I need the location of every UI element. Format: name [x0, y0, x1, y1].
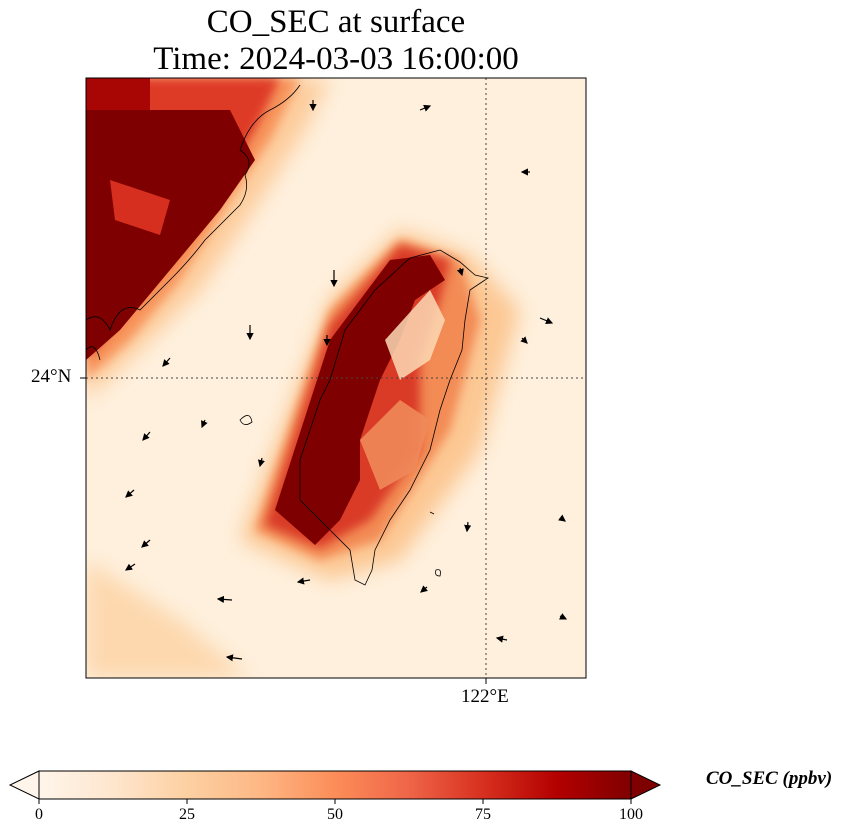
colorbar-min-extend	[8, 770, 40, 800]
concentration-field	[86, 78, 586, 678]
wind-arrow	[420, 585, 428, 593]
wind-arrow	[125, 489, 135, 498]
wind-arrow	[495, 635, 508, 643]
colorbar-gradient	[39, 771, 631, 799]
wind-arrow	[225, 654, 243, 662]
wind-arrow	[558, 514, 566, 522]
wind-arrow	[141, 539, 151, 548]
wind-arrow	[456, 267, 464, 277]
colorbar-max-extend	[630, 770, 662, 800]
colorbar-ticks	[38, 799, 632, 804]
wind-arrow	[419, 104, 432, 112]
wind-vectors	[125, 100, 568, 662]
wind-arrow	[539, 317, 554, 325]
colorbar-tick-label: 25	[179, 806, 195, 823]
graticule	[86, 78, 586, 678]
colorbar-tick-label: 0	[35, 806, 43, 823]
wind-arrow	[464, 521, 472, 533]
wind-arrow	[142, 431, 151, 441]
wind-arrow	[559, 613, 568, 620]
wind-arrow	[125, 563, 136, 571]
wind-arrow	[201, 419, 208, 429]
lat-tick-label: 24°N	[31, 366, 72, 387]
colorbar-label: CO_SEC (ppbv)	[706, 768, 833, 789]
wind-arrow	[296, 577, 311, 585]
colorbar-tick-label: 100	[619, 806, 643, 823]
wind-arrow	[257, 457, 265, 468]
wind-arrow	[162, 357, 171, 367]
colorbar-tick-label: 50	[327, 806, 343, 823]
concentration-map	[80, 77, 587, 684]
map-time: Time: 2024-03-03 16:00:00	[153, 41, 519, 77]
lon-tick-label: 122°E	[461, 686, 509, 707]
colorbar-tick-label: 75	[475, 806, 491, 823]
wind-arrow	[520, 336, 528, 344]
coastline	[86, 84, 489, 586]
colorbar	[8, 770, 662, 804]
map-title: CO_SEC at surface	[206, 4, 466, 40]
wind-arrow	[216, 595, 233, 604]
